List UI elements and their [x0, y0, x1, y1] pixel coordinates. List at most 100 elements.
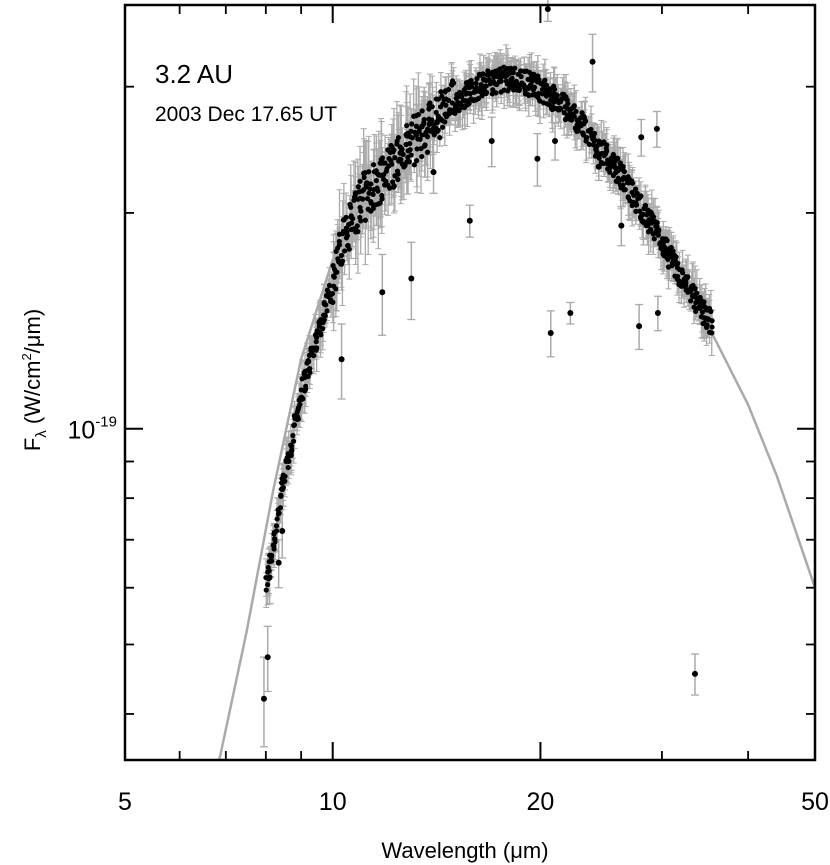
data-point: [683, 280, 689, 286]
data-point: [633, 202, 639, 208]
data-point: [664, 237, 670, 244]
data-point: [285, 464, 291, 471]
data-point: [445, 86, 452, 93]
data-point: [357, 178, 363, 184]
data-point: [419, 153, 425, 160]
data-point: [638, 193, 644, 199]
data-point: [474, 76, 480, 82]
data-point: [272, 536, 278, 542]
data-point: [344, 233, 351, 239]
data-point: [268, 552, 275, 558]
data-point: [445, 97, 452, 104]
data-point: [633, 208, 639, 214]
data-point: [543, 82, 550, 88]
data-point: [636, 323, 643, 330]
data-point: [279, 527, 286, 534]
data-point: [422, 142, 428, 148]
data-point: [358, 208, 364, 214]
data-point: [276, 510, 282, 516]
data-point: [513, 78, 519, 84]
data-point: [473, 85, 480, 91]
data-point: [438, 89, 444, 95]
data-point: [361, 174, 367, 181]
data-point: [379, 192, 385, 199]
data-point: [307, 366, 313, 372]
data-point: [391, 183, 397, 190]
data-point: [615, 175, 621, 181]
data-point: [531, 84, 538, 90]
data-point: [368, 181, 374, 187]
data-point: [338, 261, 345, 267]
data-point: [443, 102, 449, 108]
data-point: [704, 322, 710, 328]
data-point: [439, 124, 446, 130]
data-point: [282, 473, 288, 479]
data-point: [321, 317, 327, 323]
data-point: [591, 130, 598, 137]
data-point: [620, 182, 626, 188]
data-point: [709, 318, 715, 324]
data-point: [303, 383, 309, 389]
data-point: [288, 443, 295, 449]
data-point: [675, 260, 681, 267]
data-point: [483, 89, 490, 95]
data-point: [699, 309, 706, 315]
data-point: [490, 87, 496, 93]
data-point: [326, 282, 333, 289]
data-point: [348, 220, 355, 226]
tick-labels: 5 10 20 50 10-19: [68, 414, 829, 816]
data-point: [391, 147, 397, 153]
data-point: [595, 163, 602, 170]
data-point: [571, 113, 577, 119]
data-point: [324, 308, 330, 314]
data-point: [350, 215, 356, 222]
data-point: [670, 248, 676, 254]
data-point: [424, 134, 431, 140]
data-point: [355, 228, 361, 235]
data-point: [271, 546, 277, 552]
data-point: [427, 100, 433, 106]
data-point: [571, 103, 577, 109]
data-point: [313, 334, 320, 341]
data-point: [552, 137, 559, 144]
data-point: [459, 94, 465, 100]
data-point: [260, 695, 267, 702]
data-point: [311, 353, 317, 359]
data-point: [542, 77, 548, 83]
data-point: [591, 136, 597, 143]
data-point: [411, 162, 417, 168]
x-axis-title: Wavelength (μm): [381, 838, 548, 863]
data-point: [408, 152, 414, 158]
data-point: [317, 330, 324, 336]
data-point: [379, 155, 386, 161]
data-point: [551, 83, 557, 89]
data-point: [382, 160, 388, 166]
data-point: [653, 125, 660, 132]
data-point: [366, 169, 372, 175]
data-point: [264, 581, 271, 588]
data-point: [685, 274, 691, 280]
data-point: [354, 223, 360, 229]
model-curve-layer: [218, 87, 817, 761]
data-point: [277, 505, 284, 511]
data-point: [638, 134, 645, 141]
data-point: [366, 190, 372, 196]
data-point: [414, 158, 420, 164]
data-point: [709, 324, 715, 330]
data-point: [383, 178, 389, 184]
data-point: [384, 166, 390, 172]
data-point: [679, 270, 686, 276]
data-point: [291, 422, 298, 428]
data-point: [629, 180, 636, 186]
data-point: [289, 447, 295, 454]
data-point: [442, 119, 448, 125]
data-point: [338, 356, 345, 363]
data-point: [616, 165, 622, 171]
data-point: [645, 222, 651, 229]
data-point: [650, 214, 657, 220]
data-point: [475, 95, 482, 102]
data-point: [330, 299, 336, 305]
data-point: [377, 200, 383, 206]
data-point: [433, 109, 439, 116]
data-point: [483, 83, 489, 89]
